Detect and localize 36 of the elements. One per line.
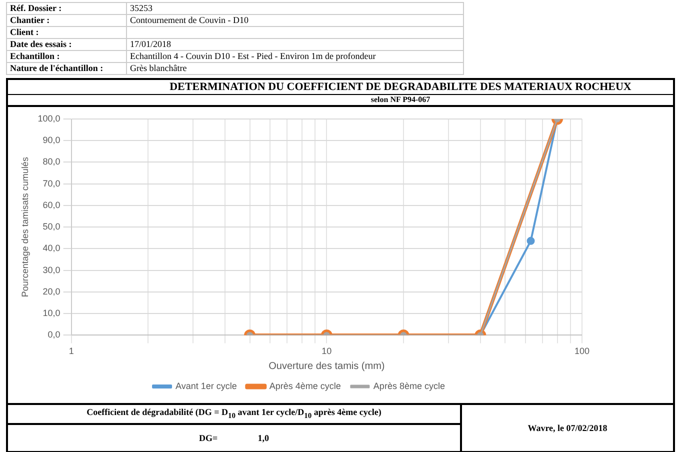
text: Chantier : [6,14,126,26]
y-tick-label: 90,0 [42,135,60,146]
chart-subtitle: selon NF P94-067 [8,95,673,107]
y-tick-label: 40,0 [42,243,60,254]
x-tick-label: 1 [68,346,74,356]
y-tick-label: 100,0 [38,113,60,124]
text: 1,0 [258,432,269,445]
legend-label: Avant 1er cycle [176,380,237,391]
x-axis-title: Ouverture des tamis (mm) [268,360,385,372]
text: Nature de l'échantillon : [6,62,126,74]
text: 35253 [126,2,464,14]
text: Client : [6,26,126,38]
text: Date des essais : [6,38,126,50]
text: Réf. Dossier : [6,2,126,14]
text: Contournement de Couvin - D10 [126,14,464,26]
text: Coefficient de dégradabilité (DG = D$_{10}$ avant 1er cycle/D$_{10}$ après 4ème cycle) [8,405,460,425]
y-tick-label: 80,0 [42,156,60,167]
y-tick-label: 50,0 [42,222,60,232]
text: 17/01/2018 [126,38,464,50]
y-tick-label: 0,0 [48,330,60,340]
chart-title: DETERMINATION DU COEFFICIENT DE DEGRADABILITE DES MATERIAUX ROCHEUX [8,80,673,95]
legend-label: Après 8ème cycle [373,380,445,391]
y-tick-label: 20,0 [42,286,60,296]
text: Echantillon : [6,50,126,62]
text: Wavre, le 07/02/2018 [526,422,608,435]
y-tick-label: 70,0 [42,178,60,188]
x-tick-label: 10 [322,346,332,356]
text: Echantillon 4 - Couvin D10 - Est - Pied - Environ 1m de profondeur [126,50,464,62]
legend-label: Après 4ème cycle [269,380,341,391]
y-axis-title: Pourcentage des tamisats cumulés [20,156,30,298]
text: DG= [199,432,218,445]
text: Grès blanchâtre [126,62,464,74]
x-tick-label: 100 [574,346,590,356]
y-tick-label: 10,0 [42,308,60,318]
y-tick-label: 60,0 [42,200,60,210]
y-tick-label: 30,0 [42,264,60,275]
